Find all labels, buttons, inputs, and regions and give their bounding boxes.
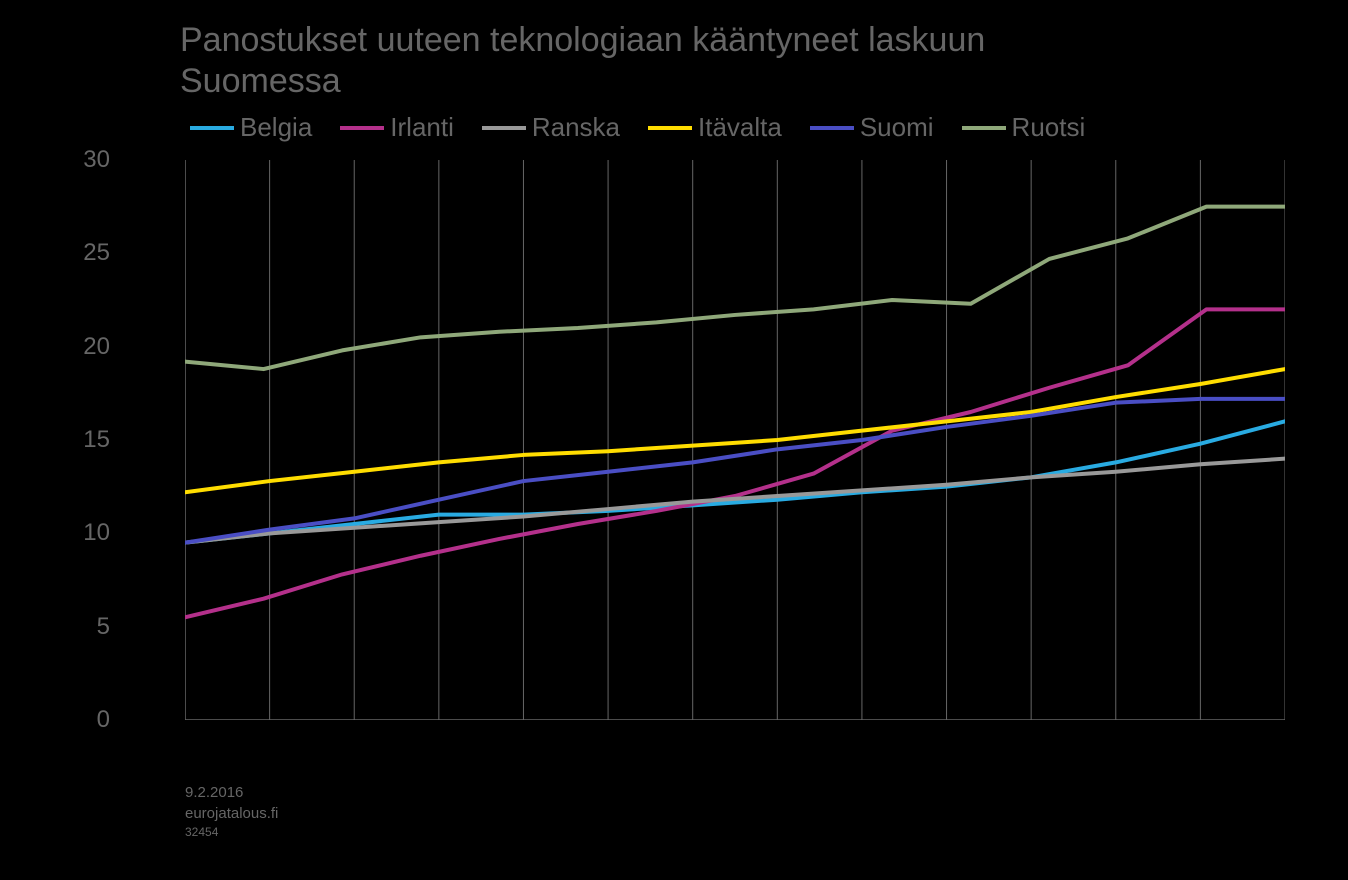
series-line	[185, 421, 1285, 542]
y-tick-label: 25	[50, 239, 110, 267]
legend-item: Ranska	[482, 112, 620, 143]
legend-item: Itävalta	[648, 112, 782, 143]
chart-area: 051015202530	[115, 160, 1285, 720]
legend-swatch	[810, 126, 854, 130]
legend-item: Suomi	[810, 112, 934, 143]
legend-item: Irlanti	[340, 112, 454, 143]
series-line	[185, 207, 1285, 369]
legend-item: Belgia	[190, 112, 312, 143]
chart-footer: 9.2.2016 eurojatalous.fi 32454	[185, 782, 278, 841]
legend-label: Suomi	[860, 112, 934, 143]
series-line	[185, 369, 1285, 492]
legend-swatch	[962, 126, 1006, 130]
chart-title: Panostukset uuteen teknologiaan kääntyne…	[180, 20, 985, 102]
y-tick-label: 5	[50, 613, 110, 641]
footer-date: 9.2.2016	[185, 782, 278, 803]
title-line2: Suomessa	[180, 62, 341, 100]
y-tick-label: 10	[50, 519, 110, 547]
chart-legend: Belgia Irlanti Ranska Itävalta Suomi Ruotsi	[190, 112, 1085, 143]
footer-id: 32454	[185, 824, 278, 841]
legend-label: Ranska	[532, 112, 620, 143]
footer-source: eurojatalous.fi	[185, 803, 278, 824]
y-tick-label: 15	[50, 426, 110, 454]
legend-swatch	[648, 126, 692, 130]
legend-label: Ruotsi	[1012, 112, 1086, 143]
y-tick-label: 0	[50, 706, 110, 734]
y-tick-label: 30	[50, 146, 110, 174]
legend-label: Belgia	[240, 112, 312, 143]
legend-label: Itävalta	[698, 112, 782, 143]
title-line1: Panostukset uuteen teknologiaan kääntyne…	[180, 21, 985, 59]
legend-label: Irlanti	[390, 112, 454, 143]
legend-swatch	[482, 126, 526, 130]
legend-swatch	[340, 126, 384, 130]
y-tick-label: 20	[50, 333, 110, 361]
legend-swatch	[190, 126, 234, 130]
chart-plot	[185, 160, 1285, 720]
legend-item: Ruotsi	[962, 112, 1086, 143]
